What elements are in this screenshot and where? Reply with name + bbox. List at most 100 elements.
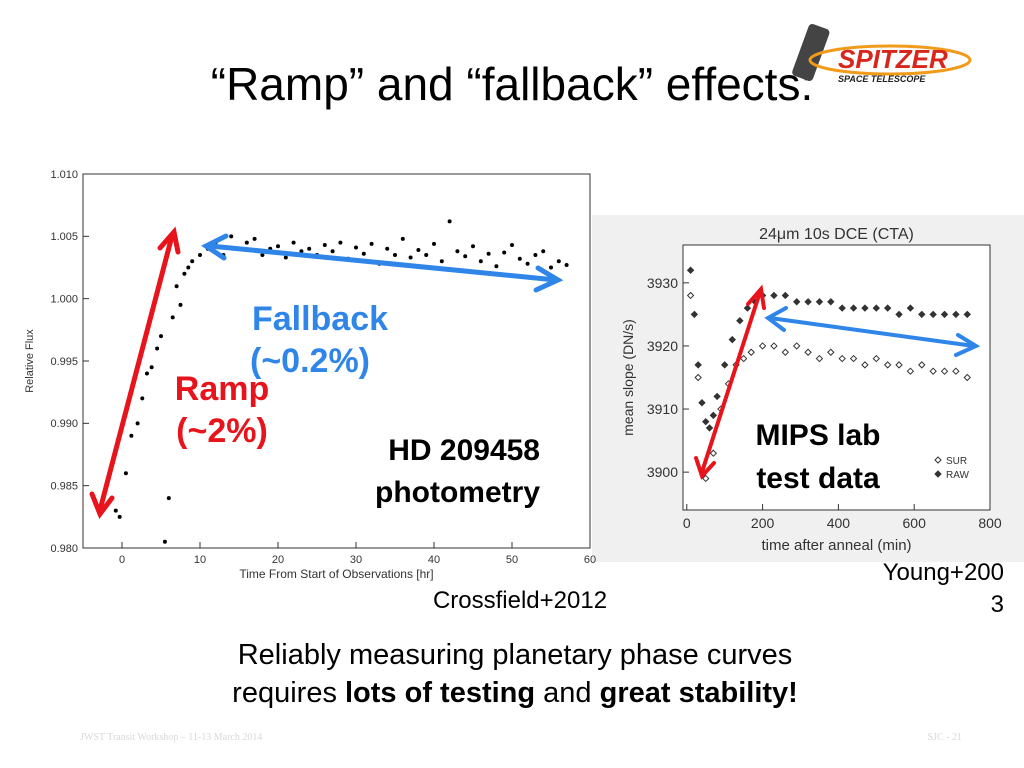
x-tick-label: 30 xyxy=(350,554,362,566)
data-point xyxy=(952,367,960,375)
data-point xyxy=(541,249,546,254)
data-point xyxy=(906,304,915,312)
annotation: (~2%) xyxy=(176,412,268,450)
logo-icon xyxy=(792,23,830,81)
data-point xyxy=(400,236,405,241)
data-point xyxy=(252,236,257,241)
data-point xyxy=(838,354,846,363)
x-tick-label: 0 xyxy=(683,515,691,531)
data-point xyxy=(385,246,390,251)
chart-title: 24μm 10s DCE (CTA) xyxy=(759,226,914,243)
x-axis-label: Time From Start of Observations [hr] xyxy=(239,567,433,581)
data-point xyxy=(455,249,460,254)
data-point xyxy=(174,284,179,289)
x-tick-label: 10 xyxy=(194,554,206,566)
data-point xyxy=(447,219,452,224)
data-point xyxy=(713,392,721,401)
data-point xyxy=(307,246,312,251)
data-point xyxy=(781,291,790,300)
data-point xyxy=(190,259,195,264)
x-tick-label: 40 xyxy=(428,554,440,566)
data-point xyxy=(895,310,903,319)
data-point xyxy=(770,342,778,350)
data-point xyxy=(872,304,881,312)
y-tick-label: 3900 xyxy=(647,464,678,480)
y-tick-label: 0.980 xyxy=(50,543,78,555)
data-point xyxy=(369,241,374,246)
data-point xyxy=(471,244,475,249)
body-bold: lots of testing xyxy=(345,677,536,709)
data-point xyxy=(690,310,699,319)
ramp-arrow xyxy=(97,233,175,513)
data-point xyxy=(408,255,413,260)
y-tick-label: 3930 xyxy=(647,275,678,291)
data-point xyxy=(883,361,892,369)
data-point xyxy=(494,264,499,269)
data-point xyxy=(276,244,280,249)
data-point xyxy=(478,259,483,264)
legend-label: SUR xyxy=(946,456,967,467)
data-point xyxy=(747,348,755,356)
data-point xyxy=(918,361,926,369)
annotation: Ramp xyxy=(175,370,269,408)
data-point xyxy=(838,304,846,312)
data-point xyxy=(940,367,949,375)
data-point xyxy=(728,335,736,344)
y-axis-label: Relative Flux xyxy=(24,329,36,393)
y-tick-label: 1.005 xyxy=(50,231,78,243)
data-point xyxy=(149,365,154,370)
data-point xyxy=(416,248,421,253)
data-point xyxy=(861,304,869,312)
data-point xyxy=(883,304,892,312)
data-point xyxy=(815,354,824,363)
data-point xyxy=(686,291,695,300)
citation: Young+2003 xyxy=(882,559,1004,618)
data-point xyxy=(361,251,366,256)
data-point xyxy=(244,240,249,245)
data-point xyxy=(135,421,140,426)
data-point xyxy=(424,253,429,258)
ramp-arrow-2 xyxy=(700,290,762,474)
fallback-arrowheads xyxy=(201,233,564,293)
legend-label: RAW xyxy=(946,470,970,481)
data-point xyxy=(155,346,160,351)
data-point xyxy=(291,240,296,245)
annotation: test data xyxy=(756,462,880,495)
data-point xyxy=(525,261,530,266)
arrows xyxy=(89,226,981,520)
annotation: MIPS lab xyxy=(755,419,880,452)
data-point xyxy=(709,411,718,420)
data-point xyxy=(918,310,926,319)
data-point xyxy=(940,310,949,319)
ramp-arrowheads xyxy=(89,226,181,520)
body-text-span: and xyxy=(535,677,600,709)
data-point xyxy=(895,361,903,369)
data-point xyxy=(686,266,695,274)
data-point xyxy=(186,265,191,270)
data-point xyxy=(736,317,744,325)
data-point xyxy=(330,249,335,254)
data-point xyxy=(354,245,358,250)
data-point xyxy=(338,240,343,245)
data-point xyxy=(502,250,507,255)
body-text: Reliably measuring planetary phase curve… xyxy=(100,636,930,712)
data-point xyxy=(694,361,702,369)
body-text-span: requires xyxy=(232,677,345,709)
x-tick-label: 50 xyxy=(506,554,518,566)
data-point xyxy=(486,251,491,256)
data-point xyxy=(564,263,569,268)
data-point xyxy=(792,298,801,306)
data-point xyxy=(758,342,767,350)
y-tick-label: 3910 xyxy=(647,401,678,417)
data-point xyxy=(952,310,960,319)
logo-name: SPITZER xyxy=(838,44,948,74)
footer-right: SJC - 21 xyxy=(928,732,962,743)
data-point xyxy=(533,253,538,258)
data-point xyxy=(198,253,202,258)
data-point xyxy=(140,396,145,401)
fallback-arrow xyxy=(207,243,559,283)
data-point xyxy=(963,373,971,382)
body-bold: great stability! xyxy=(599,677,798,709)
x-tick-label: 600 xyxy=(903,515,927,531)
data-point xyxy=(702,417,710,426)
